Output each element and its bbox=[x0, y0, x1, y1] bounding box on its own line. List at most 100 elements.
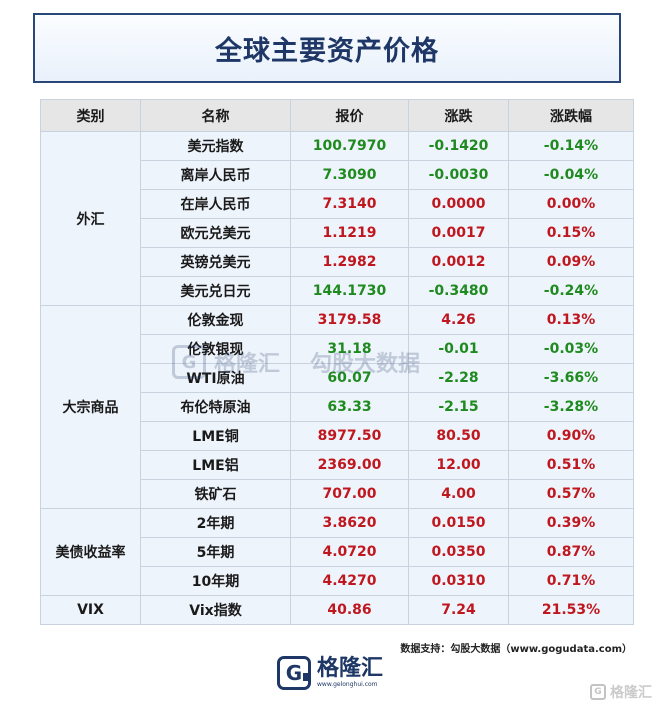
change-pct-cell: 0.87% bbox=[508, 537, 634, 567]
table-row: 10年期 4.4270 0.0310 0.71% bbox=[41, 566, 634, 596]
name-cell: 伦敦银现 bbox=[140, 334, 291, 364]
header-name: 名称 bbox=[140, 99, 291, 132]
table-row: 大宗商品 伦敦金现 3179.58 4.26 0.13% bbox=[40, 305, 634, 509]
corner-watermark: G 格隆汇 bbox=[590, 682, 652, 702]
price-cell: 100.7970 bbox=[290, 131, 409, 161]
change-pct-cell: 0.57% bbox=[508, 479, 634, 509]
name-cell: 美元兑日元 bbox=[140, 276, 291, 306]
logo-icon: G bbox=[277, 656, 311, 690]
table-row: WTI原油 60.07 -2.28 -3.66% bbox=[41, 363, 634, 393]
price-cell: 63.33 bbox=[290, 392, 409, 422]
table-row: 英镑兑美元 1.2982 0.0012 0.09% bbox=[41, 247, 634, 277]
change-pct-cell: -0.03% bbox=[508, 334, 634, 364]
name-cell: 在岸人民币 bbox=[140, 189, 291, 219]
change-cell: -0.1420 bbox=[408, 131, 509, 161]
change-pct-cell: -3.28% bbox=[508, 392, 634, 422]
logo-url: www.gelonghui.com bbox=[317, 681, 378, 688]
name-cell: Vix指数 bbox=[140, 595, 291, 625]
footer-logo: G 格隆汇 www.gelonghui.com bbox=[277, 656, 383, 690]
category-cell: 外汇 bbox=[40, 131, 141, 306]
change-pct-cell: -0.24% bbox=[508, 276, 634, 306]
name-cell: 欧元兑美元 bbox=[140, 218, 291, 248]
table-row: 美债收益率 2年期 3.8620 0.0150 0.39% bbox=[40, 508, 634, 596]
table-row: LME铝 2369.00 12.00 0.51% bbox=[41, 450, 634, 480]
name-cell: LME铜 bbox=[140, 421, 291, 451]
table-body: 外汇 美元指数 100.7970 -0.1420 -0.14% 离岸人民币 7.3090 -0… bbox=[40, 131, 634, 625]
price-cell: 60.07 bbox=[290, 363, 409, 393]
asset-price-table: 类别 名称 报价 涨跌 涨跌幅 外汇 美元指数 100.7970 -0.1420 -0.… bbox=[40, 99, 634, 625]
change-pct-cell: 0.71% bbox=[508, 566, 634, 596]
table-row: 在岸人民币 7.3140 0.0000 0.00% bbox=[41, 189, 634, 219]
change-cell: -2.15 bbox=[408, 392, 509, 422]
table-row: 5年期 4.0720 0.0350 0.87% bbox=[41, 537, 634, 567]
header-category: 类别 bbox=[40, 99, 141, 132]
corner-text: 格隆汇 bbox=[610, 685, 652, 701]
category-cell: VIX bbox=[40, 595, 141, 625]
change-cell: -2.28 bbox=[408, 363, 509, 393]
corner-logo-icon: G bbox=[590, 684, 606, 700]
name-cell: 布伦特原油 bbox=[140, 392, 291, 422]
change-cell: 80.50 bbox=[408, 421, 509, 451]
change-cell: 12.00 bbox=[408, 450, 509, 480]
change-pct-cell: -3.66% bbox=[508, 363, 634, 393]
table-row: VIX Vix指数 40.86 7.24 21.53% bbox=[40, 595, 634, 625]
change-pct-cell: 0.51% bbox=[508, 450, 634, 480]
change-cell: 0.0017 bbox=[408, 218, 509, 248]
change-cell: 0.0000 bbox=[408, 189, 509, 219]
name-cell: WTI原油 bbox=[140, 363, 291, 393]
change-cell: 4.26 bbox=[408, 305, 509, 335]
change-pct-cell: 21.53% bbox=[508, 595, 634, 625]
change-pct-cell: 0.09% bbox=[508, 247, 634, 277]
change-cell: 0.0150 bbox=[408, 508, 509, 538]
logo-text: 格隆汇 bbox=[317, 656, 384, 681]
change-cell: 4.00 bbox=[408, 479, 509, 509]
name-cell: 伦敦金现 bbox=[140, 305, 291, 335]
change-pct-cell: 0.90% bbox=[508, 421, 634, 451]
price-cell: 1.2982 bbox=[290, 247, 409, 277]
price-cell: 4.0720 bbox=[290, 537, 409, 567]
title-banner: 全球主要资产价格 bbox=[33, 13, 621, 83]
price-cell: 8977.50 bbox=[290, 421, 409, 451]
table-header-row: 类别 名称 报价 涨跌 涨跌幅 bbox=[40, 99, 634, 132]
price-cell: 2369.00 bbox=[290, 450, 409, 480]
name-cell: 2年期 bbox=[140, 508, 291, 538]
price-cell: 7.3140 bbox=[290, 189, 409, 219]
category-cell: 大宗商品 bbox=[40, 305, 141, 509]
price-cell: 31.18 bbox=[290, 334, 409, 364]
change-cell: 0.0350 bbox=[408, 537, 509, 567]
change-cell: 0.0310 bbox=[408, 566, 509, 596]
name-cell: 10年期 bbox=[140, 566, 291, 596]
table-row: 布伦特原油 63.33 -2.15 -3.28% bbox=[41, 392, 634, 422]
name-cell: 美元指数 bbox=[140, 131, 291, 161]
change-cell: 0.0012 bbox=[408, 247, 509, 277]
change-pct-cell: -0.04% bbox=[508, 160, 634, 190]
name-cell: 英镑兑美元 bbox=[140, 247, 291, 277]
price-cell: 144.1730 bbox=[290, 276, 409, 306]
header-price: 报价 bbox=[290, 99, 409, 132]
header-change: 涨跌 bbox=[408, 99, 509, 132]
change-pct-cell: 0.39% bbox=[508, 508, 634, 538]
price-cell: 7.3090 bbox=[290, 160, 409, 190]
data-source-note: 数据支持：勾股大数据（www.gogudata.com） bbox=[400, 644, 632, 655]
price-cell: 1.1219 bbox=[290, 218, 409, 248]
table-row: 外汇 美元指数 100.7970 -0.1420 -0.14% bbox=[40, 131, 634, 306]
table-row: 欧元兑美元 1.1219 0.0017 0.15% bbox=[41, 218, 634, 248]
change-pct-cell: 0.00% bbox=[508, 189, 634, 219]
change-cell: -0.01 bbox=[408, 334, 509, 364]
price-cell: 707.00 bbox=[290, 479, 409, 509]
table-row: LME铜 8977.50 80.50 0.90% bbox=[41, 421, 634, 451]
price-cell: 3179.58 bbox=[290, 305, 409, 335]
page-title: 全球主要资产价格 bbox=[215, 35, 439, 67]
table-row: 伦敦银现 31.18 -0.01 -0.03% bbox=[41, 334, 634, 364]
header-change-pct: 涨跌幅 bbox=[508, 99, 634, 132]
name-cell: 离岸人民币 bbox=[140, 160, 291, 190]
change-cell: -0.3480 bbox=[408, 276, 509, 306]
name-cell: 铁矿石 bbox=[140, 479, 291, 509]
name-cell: 5年期 bbox=[140, 537, 291, 567]
change-pct-cell: -0.14% bbox=[508, 131, 634, 161]
change-cell: -0.0030 bbox=[408, 160, 509, 190]
category-cell: 美债收益率 bbox=[40, 508, 141, 596]
change-pct-cell: 0.13% bbox=[508, 305, 634, 335]
price-cell: 3.8620 bbox=[290, 508, 409, 538]
price-cell: 40.86 bbox=[290, 595, 409, 625]
